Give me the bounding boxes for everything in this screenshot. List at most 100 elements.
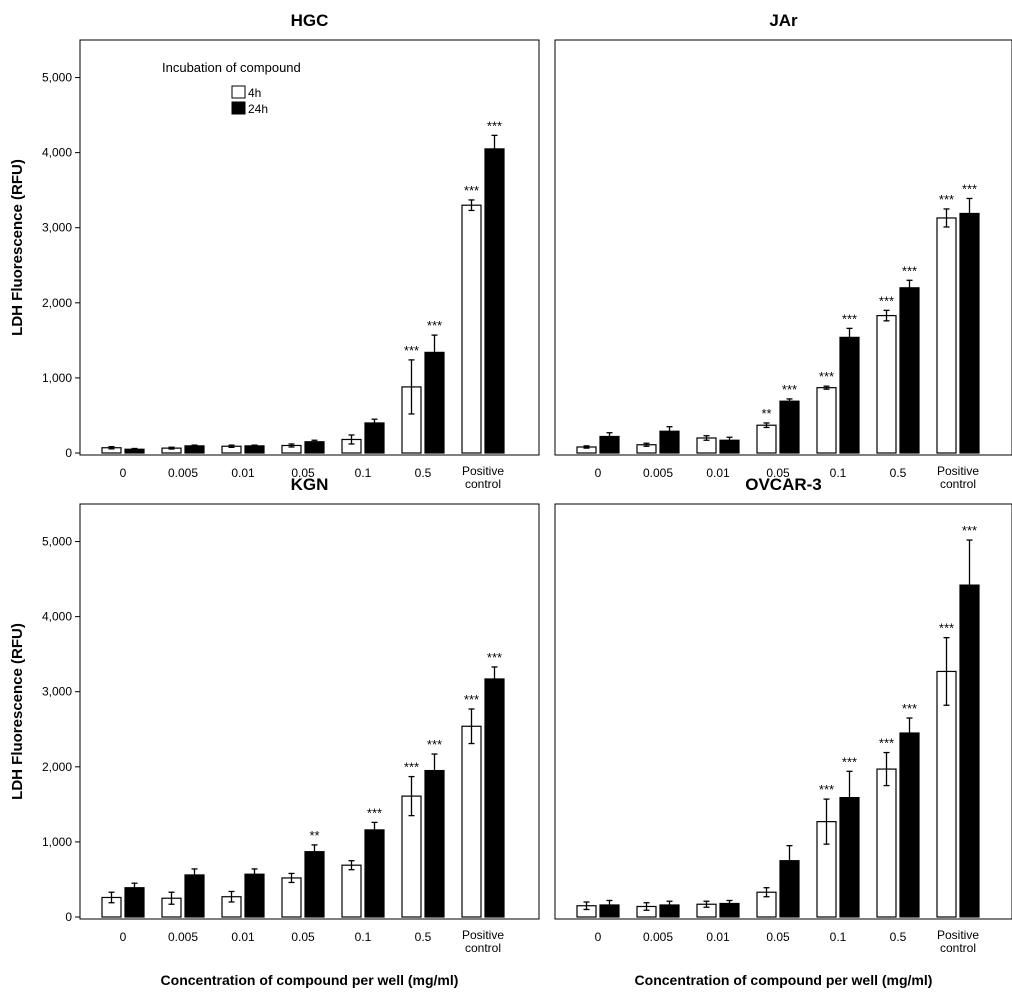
bar-24h xyxy=(899,732,920,918)
x-category-label: 0.01 xyxy=(706,930,730,944)
plot-frame xyxy=(554,503,1012,920)
x-axis-label: Concentration of compound per well (mg/m… xyxy=(635,972,933,988)
significance-marker: *** xyxy=(487,118,502,133)
x-category-label: 0 xyxy=(120,930,127,944)
significance-marker: *** xyxy=(902,263,917,278)
significance-marker: *** xyxy=(404,343,419,358)
x-category-label: 0.05 xyxy=(291,466,315,480)
significance-marker: *** xyxy=(427,737,442,752)
chart-panel-3: KGN 0 1,000 2,000 3,000 4,000 5,000 LDH Fluores… xyxy=(9,475,540,988)
significance-marker: *** xyxy=(782,382,797,397)
plot-frame xyxy=(79,39,540,456)
bar-4h xyxy=(341,864,362,918)
y-tick-label: 1,000 xyxy=(42,835,72,849)
y-tick-label: 1,000 xyxy=(42,371,72,385)
significance-marker: ** xyxy=(761,406,771,421)
y-axis-label: LDH Fluorescence (RFU) xyxy=(9,623,26,800)
y-tick-label: 3,000 xyxy=(42,221,72,235)
significance-marker: *** xyxy=(367,805,382,820)
x-category-label: 0.005 xyxy=(168,930,198,944)
x-category-label: 0.5 xyxy=(415,466,432,480)
significance-marker: *** xyxy=(487,650,502,665)
bar-4h xyxy=(876,314,897,454)
plot-frame xyxy=(79,503,540,920)
legend-swatch-4h xyxy=(231,85,246,99)
x-category-label: Positive control xyxy=(462,464,504,491)
significance-marker: *** xyxy=(819,782,834,797)
significance-marker: *** xyxy=(962,523,977,538)
bar-24h xyxy=(839,336,860,454)
x-category-label: 0.1 xyxy=(355,930,372,944)
bar-24h xyxy=(959,212,980,454)
x-category-label: 0.1 xyxy=(355,466,372,480)
x-category-label: 0.5 xyxy=(890,466,907,480)
legend-swatch-24h xyxy=(231,101,246,115)
significance-marker: *** xyxy=(939,192,954,207)
y-tick-label: 2,000 xyxy=(42,296,72,310)
x-category-label: Positive control xyxy=(462,928,504,955)
legend: Incubation of compound 4h 24h xyxy=(162,60,301,116)
y-tick-label: 0 xyxy=(65,910,72,924)
bar-4h xyxy=(816,387,837,454)
x-category-label: 0.01 xyxy=(231,466,255,480)
bar-4h xyxy=(756,424,777,454)
x-category-label: 0.5 xyxy=(890,930,907,944)
x-category-label: 0 xyxy=(595,466,602,480)
bar-4h xyxy=(461,204,482,454)
bar-24h xyxy=(244,873,265,918)
significance-marker: *** xyxy=(962,181,977,196)
bar-24h xyxy=(959,584,980,918)
x-category-label: 0.1 xyxy=(830,930,847,944)
y-tick-label: 5,000 xyxy=(42,71,72,85)
significance-marker: *** xyxy=(879,736,894,751)
x-category-label: Positive control xyxy=(937,464,979,491)
x-category-label: 0.5 xyxy=(415,930,432,944)
x-category-label: 0.005 xyxy=(643,930,673,944)
significance-marker: ** xyxy=(309,828,319,843)
bar-24h xyxy=(304,851,325,918)
x-category-label: Positive control xyxy=(937,928,979,955)
bar-24h xyxy=(779,400,800,454)
bar-4h xyxy=(461,725,482,918)
y-axis-label: LDH Fluorescence (RFU) xyxy=(9,159,26,336)
x-category-label: 0.05 xyxy=(766,466,790,480)
significance-marker: *** xyxy=(902,701,917,716)
significance-marker: *** xyxy=(464,692,479,707)
bar-4h xyxy=(876,768,897,918)
plot-frame xyxy=(554,39,1012,456)
y-tick-label: 0 xyxy=(65,446,72,460)
x-category-label: 0.01 xyxy=(706,466,730,480)
bar-24h xyxy=(484,148,505,454)
significance-marker: *** xyxy=(879,293,894,308)
bar-4h xyxy=(936,217,957,454)
legend-title: Incubation of compound xyxy=(162,60,301,75)
y-tick-label: 3,000 xyxy=(42,685,72,699)
legend-label-24h: 24h xyxy=(248,102,268,116)
bar-24h xyxy=(484,678,505,918)
significance-marker: *** xyxy=(819,369,834,384)
bar-24h xyxy=(364,829,385,918)
bar-4h xyxy=(936,670,957,918)
chart-title: KGN xyxy=(291,475,329,494)
x-category-label: 0.1 xyxy=(830,466,847,480)
bar-24h xyxy=(364,422,385,454)
x-category-label: 0.005 xyxy=(643,466,673,480)
chart-title: HGC xyxy=(291,11,329,30)
significance-marker: *** xyxy=(842,754,857,769)
legend-label-4h: 4h xyxy=(248,86,261,100)
significance-marker: *** xyxy=(939,621,954,636)
y-tick-label: 4,000 xyxy=(42,610,72,624)
significance-marker: *** xyxy=(427,318,442,333)
significance-marker: *** xyxy=(842,311,857,326)
y-tick-label: 4,000 xyxy=(42,146,72,160)
bar-24h xyxy=(899,287,920,454)
significance-marker: *** xyxy=(464,183,479,198)
x-category-label: 0 xyxy=(595,930,602,944)
y-tick-label: 5,000 xyxy=(42,535,72,549)
chart-title: OVCAR-3 xyxy=(745,475,822,494)
y-tick-label: 2,000 xyxy=(42,760,72,774)
significance-marker: *** xyxy=(404,760,419,775)
bar-24h xyxy=(424,769,445,918)
